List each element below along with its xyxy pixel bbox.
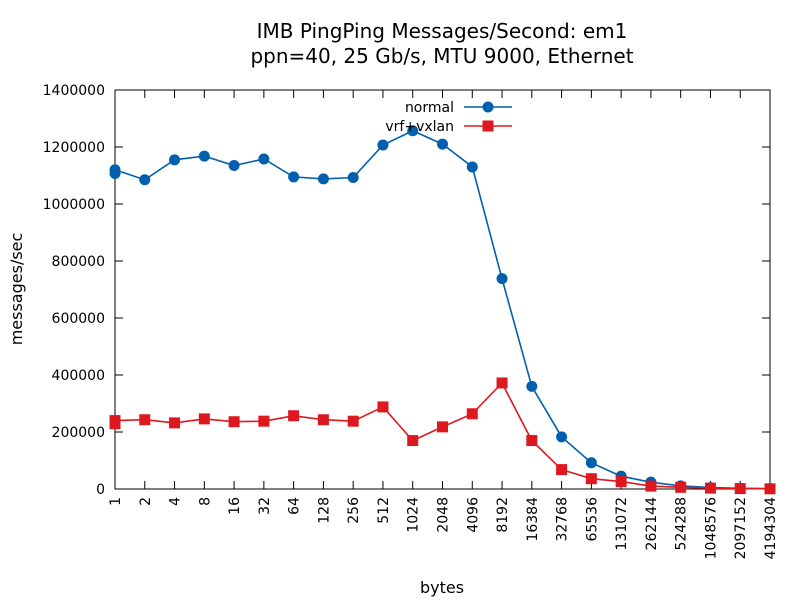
data-point — [526, 380, 538, 392]
chart-title: IMB PingPing Messages/Second: em1 — [257, 19, 628, 43]
data-point — [407, 435, 419, 447]
data-point — [645, 480, 657, 492]
data-point — [228, 416, 240, 428]
data-point — [407, 125, 419, 137]
data-point — [139, 414, 151, 426]
y-axis: 0 200000 400000 600000 800000 1000000 1200000 1… — [43, 83, 770, 498]
x-tick-label: 128 — [316, 497, 332, 524]
data-point — [198, 150, 210, 162]
x-tick-label: 4 — [168, 497, 184, 506]
x-axis-label: bytes — [420, 578, 464, 597]
series-normal — [109, 125, 776, 495]
data-point — [764, 483, 776, 495]
x-tick-label: 4096 — [465, 497, 481, 533]
series-line — [114, 381, 771, 490]
x-tick-label: 16 — [227, 497, 243, 515]
x-tick-label: 1024 — [406, 497, 422, 533]
y-tick-label: 400000 — [52, 368, 105, 384]
y-tick-label: 0 — [96, 482, 105, 498]
data-point — [317, 414, 329, 426]
data-point — [347, 171, 359, 183]
data-point — [198, 413, 210, 425]
x-tick-label: 32768 — [555, 497, 571, 542]
x-tick-label: 262144 — [644, 497, 660, 551]
x-tick-label: 64 — [287, 497, 303, 515]
data-point — [496, 377, 508, 389]
data-point — [258, 153, 270, 165]
series-layer — [109, 125, 776, 495]
data-point — [466, 161, 478, 173]
series-vrf-vxlan — [109, 377, 776, 495]
data-point — [734, 483, 746, 495]
data-point — [347, 415, 359, 427]
y-tick-label: 800000 — [52, 254, 105, 270]
x-tick-label: 8 — [197, 497, 213, 506]
data-point — [228, 160, 240, 172]
data-point — [437, 138, 448, 150]
data-point — [585, 457, 597, 469]
x-tick-label: 1048576 — [703, 497, 719, 559]
data-point — [585, 473, 597, 485]
data-point — [615, 476, 627, 488]
legend: normal vrf+vxlan — [385, 100, 512, 135]
data-point — [675, 481, 687, 493]
data-point — [139, 174, 151, 186]
data-point — [496, 273, 508, 285]
data-point — [556, 431, 568, 443]
data-point — [109, 415, 121, 427]
x-tick-label: 524288 — [674, 497, 690, 550]
x-tick-label: 1 — [108, 497, 124, 506]
y-tick-label: 200000 — [52, 425, 105, 441]
legend-label: vrf+vxlan — [385, 119, 454, 135]
y-tick-label: 600000 — [52, 311, 105, 327]
data-point — [288, 171, 300, 183]
series-line — [114, 129, 771, 490]
y-axis-label: messages/sec — [7, 233, 26, 346]
x-tick-label: 8192 — [495, 497, 511, 533]
data-point — [288, 410, 300, 422]
chart-subtitle: ppn=40, 25 Gb/s, MTU 9000, Ethernet — [250, 44, 633, 68]
data-point — [109, 164, 121, 176]
legend-label: normal — [405, 100, 454, 116]
legend-marker — [482, 120, 494, 132]
x-tick-label: 16384 — [525, 497, 541, 542]
x-tick-label: 2097152 — [733, 497, 749, 559]
data-point — [704, 482, 716, 494]
data-point — [377, 139, 389, 151]
data-point — [556, 464, 568, 476]
x-tick-label: 2048 — [436, 497, 452, 533]
data-point — [317, 173, 329, 185]
x-tick-label: 65536 — [584, 497, 600, 542]
data-point — [377, 401, 389, 413]
data-point — [437, 421, 448, 433]
x-tick-label: 4194304 — [763, 497, 779, 559]
x-tick-label: 131072 — [614, 497, 630, 550]
data-point — [258, 415, 270, 427]
data-point — [526, 435, 538, 447]
data-point — [169, 417, 181, 429]
x-tick-label: 32 — [257, 497, 273, 515]
x-axis: 1 2 4 8 16 32 64 128 256 512 1024 2048 4096 8192 16384… — [108, 90, 779, 559]
data-point — [466, 408, 478, 420]
y-tick-label: 1000000 — [43, 197, 105, 213]
y-tick-label: 1400000 — [43, 83, 105, 99]
x-tick-label: 512 — [376, 497, 392, 524]
x-tick-label: 256 — [346, 497, 362, 524]
legend-marker — [482, 101, 494, 113]
data-point — [169, 154, 181, 166]
y-tick-label: 1200000 — [43, 140, 105, 156]
x-tick-label: 2 — [138, 497, 154, 506]
